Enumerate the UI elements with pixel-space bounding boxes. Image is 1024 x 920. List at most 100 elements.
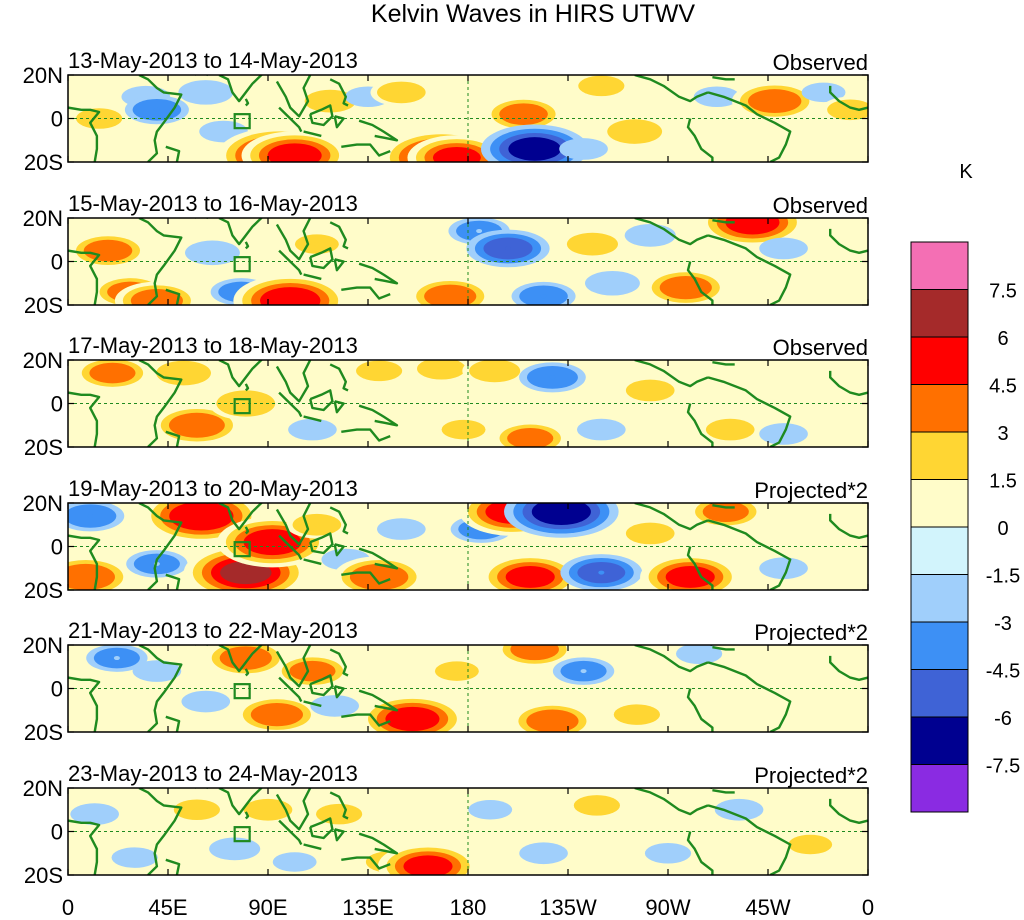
anomaly-mark [693,86,740,108]
y-tick-label: 20S [24,863,63,888]
y-tick-label: 0 [51,820,63,845]
anomaly-mark [619,519,682,548]
coastline [303,700,322,708]
anomaly-mark [759,237,808,260]
anomaly-mark [178,80,234,105]
anomaly-mark [237,795,299,824]
colorbar-label: 3 [997,423,1008,445]
coastlines [68,645,868,732]
coastline [358,547,399,570]
coastline [218,218,264,246]
anomaly-mark [435,417,492,443]
coastline [329,506,349,535]
coastline [686,546,714,590]
anomaly-core [771,99,778,104]
anomaly-mark [408,277,493,305]
anomaly-core [202,699,209,704]
coastline [358,262,399,285]
anomaly-core [531,146,538,151]
anomaly-core [633,712,640,717]
colorbar-label: -1.5 [986,566,1020,588]
coastline [278,676,303,703]
anomaly-core [453,155,460,160]
coastline [634,218,709,246]
coastline [333,543,345,557]
coastline [278,534,303,561]
anomaly-contour-band [260,287,321,305]
anomaly-mark [480,554,581,590]
coastline [333,400,345,414]
anomaly-mark [114,281,199,305]
coastline [309,532,334,555]
anomaly-core [665,851,671,856]
anomaly-core [736,807,743,812]
coastline [341,286,391,300]
colorbar-box [910,289,969,338]
anomaly-mark [429,658,485,684]
coastline [165,430,181,447]
anomaly-core [589,242,596,247]
anomaly-core [727,427,734,432]
coastline [275,503,312,546]
anomaly-mark [619,376,682,405]
anomaly-core [598,83,605,88]
coastline [275,75,312,118]
anomaly-mark [640,554,741,590]
anomaly-core [180,371,187,376]
anomaly-core [549,719,556,724]
anomaly-mark [511,281,576,305]
anomaly-mark [820,96,868,123]
colorbar-box [910,241,969,290]
coastline [707,519,792,590]
panel-type-label: Observed [773,193,868,218]
anomaly-core [460,427,467,432]
coastline [275,218,312,261]
anomaly-core [438,366,445,371]
panel-3: 17-May-2013 to 18-May-2013 Observed 20N 0 20… [23,333,869,460]
x-tick-label: 135W [539,895,597,920]
coastline [138,645,183,732]
anomaly-core [722,509,729,514]
coastline [707,234,792,305]
anomaly-core [365,94,371,99]
x-tick-label: 90W [645,895,690,920]
coastline [244,811,250,820]
coastline [341,571,391,585]
anomaly-core [231,846,238,851]
anomaly-mark [577,418,626,441]
colorbar-label: -6 [994,708,1012,730]
anomaly-core [425,864,431,869]
colorbar-box [910,526,969,575]
anomaly-core [153,298,160,303]
coastline [278,819,303,846]
coastline [358,404,399,427]
colorbar-box [910,621,969,670]
anomaly-core [398,90,405,95]
coastline [634,788,709,816]
anomaly-mark [782,832,839,858]
reference-box [233,683,251,700]
y-tick-label: 20S [24,578,63,603]
anomaly-mark [86,645,148,672]
anomaly-core [593,803,600,808]
colorbar-box [910,764,969,813]
anomaly-mark [483,96,564,133]
y-tick-label: 20S [24,435,63,460]
coastline [712,504,735,509]
anomaly-mark [377,843,479,875]
reference-box [233,541,251,558]
coastline [218,788,264,816]
y-tick-label: 0 [51,250,63,275]
coastline [165,858,181,875]
coastline [138,360,183,447]
panel-type-label: Projected*2 [754,620,868,645]
coastline [68,106,101,162]
coastline [138,218,183,305]
coastline [634,360,709,388]
anomaly-core [609,281,616,286]
colorbar-box [910,574,969,623]
anomaly-core [647,531,654,536]
anomaly-core [220,129,227,134]
x-tick-label: 0 [62,895,74,920]
anomaly-mark [480,124,589,162]
